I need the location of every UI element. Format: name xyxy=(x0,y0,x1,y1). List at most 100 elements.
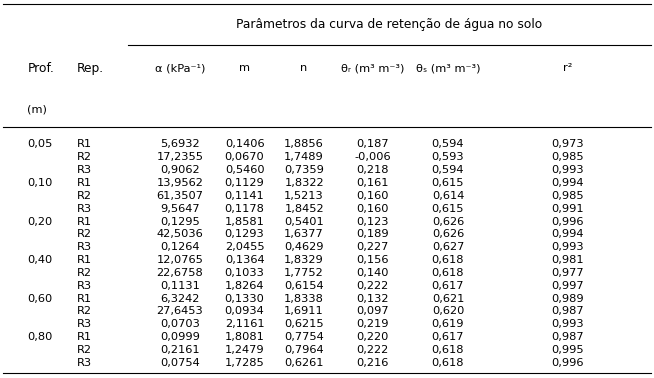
Text: α (kPa⁻¹): α (kPa⁻¹) xyxy=(154,63,205,73)
Text: -0,006: -0,006 xyxy=(354,152,391,162)
Text: 6,3242: 6,3242 xyxy=(160,294,199,304)
Text: 1,5213: 1,5213 xyxy=(284,191,324,201)
Text: 0,0754: 0,0754 xyxy=(160,358,199,368)
Text: R1: R1 xyxy=(77,255,92,265)
Text: 0,618: 0,618 xyxy=(432,268,464,278)
Text: 0,996: 0,996 xyxy=(552,217,584,226)
Text: 0,9062: 0,9062 xyxy=(160,165,199,175)
Text: 12,0765: 12,0765 xyxy=(156,255,203,265)
Text: 0,977: 0,977 xyxy=(552,268,584,278)
Text: 0,615: 0,615 xyxy=(432,204,464,214)
Text: R2: R2 xyxy=(77,191,92,201)
Text: 0,996: 0,996 xyxy=(552,358,584,368)
Text: 0,617: 0,617 xyxy=(432,281,464,291)
Text: 0,218: 0,218 xyxy=(356,165,389,175)
Text: 0,997: 0,997 xyxy=(552,281,584,291)
Text: 0,994: 0,994 xyxy=(552,178,584,188)
Text: θᵣ (m³ m⁻³): θᵣ (m³ m⁻³) xyxy=(341,63,404,73)
Text: 1,8081: 1,8081 xyxy=(225,332,264,342)
Text: 0,1178: 0,1178 xyxy=(225,204,264,214)
Text: 0,0999: 0,0999 xyxy=(160,332,199,342)
Text: 5,6932: 5,6932 xyxy=(160,139,199,149)
Text: 0,187: 0,187 xyxy=(356,139,389,149)
Text: m: m xyxy=(239,63,250,73)
Text: 0,222: 0,222 xyxy=(356,281,389,291)
Text: 1,8329: 1,8329 xyxy=(284,255,324,265)
Text: R2: R2 xyxy=(77,229,92,239)
Text: 0,0934: 0,0934 xyxy=(225,307,264,316)
Text: 27,6453: 27,6453 xyxy=(156,307,203,316)
Text: 0,219: 0,219 xyxy=(356,319,389,329)
Text: 0,227: 0,227 xyxy=(356,242,389,252)
Text: 0,80: 0,80 xyxy=(27,332,53,342)
Text: 0,0670: 0,0670 xyxy=(225,152,264,162)
Text: 2,1161: 2,1161 xyxy=(225,319,264,329)
Text: 0,1364: 0,1364 xyxy=(225,255,264,265)
Text: 1,2479: 1,2479 xyxy=(225,345,264,355)
Text: 0,985: 0,985 xyxy=(552,191,584,201)
Text: 0,1033: 0,1033 xyxy=(225,268,264,278)
Text: 0,619: 0,619 xyxy=(432,319,464,329)
Text: 0,40: 0,40 xyxy=(27,255,53,265)
Text: R2: R2 xyxy=(77,268,92,278)
Text: 0,618: 0,618 xyxy=(432,358,464,368)
Text: 0,7359: 0,7359 xyxy=(284,165,324,175)
Text: 0,1141: 0,1141 xyxy=(225,191,264,201)
Text: 0,989: 0,989 xyxy=(552,294,584,304)
Text: 13,9562: 13,9562 xyxy=(156,178,203,188)
Text: 0,981: 0,981 xyxy=(552,255,584,265)
Text: 0,216: 0,216 xyxy=(356,358,389,368)
Text: 0,60: 0,60 xyxy=(27,294,53,304)
Text: 1,7489: 1,7489 xyxy=(284,152,324,162)
Text: R1: R1 xyxy=(77,294,92,304)
Text: 17,2355: 17,2355 xyxy=(156,152,203,162)
Text: 0,10: 0,10 xyxy=(27,178,53,188)
Text: 0,1131: 0,1131 xyxy=(160,281,199,291)
Text: r²: r² xyxy=(563,63,573,73)
Text: 0,614: 0,614 xyxy=(432,191,464,201)
Text: 0,222: 0,222 xyxy=(356,345,389,355)
Text: 0,618: 0,618 xyxy=(432,345,464,355)
Text: 42,5036: 42,5036 xyxy=(156,229,203,239)
Text: 22,6758: 22,6758 xyxy=(156,268,203,278)
Text: 0,20: 0,20 xyxy=(27,217,53,226)
Text: 2,0455: 2,0455 xyxy=(225,242,264,252)
Text: 0,0703: 0,0703 xyxy=(160,319,199,329)
Text: 0,987: 0,987 xyxy=(552,307,584,316)
Text: 0,993: 0,993 xyxy=(552,242,584,252)
Text: 0,220: 0,220 xyxy=(356,332,389,342)
Text: 0,140: 0,140 xyxy=(356,268,389,278)
Text: 1,6377: 1,6377 xyxy=(284,229,324,239)
Text: 0,5401: 0,5401 xyxy=(284,217,324,226)
Text: Prof.: Prof. xyxy=(27,62,54,74)
Text: 0,7754: 0,7754 xyxy=(284,332,324,342)
Text: 0,1406: 0,1406 xyxy=(225,139,264,149)
Text: 0,6261: 0,6261 xyxy=(284,358,324,368)
Text: R1: R1 xyxy=(77,332,92,342)
Text: 0,994: 0,994 xyxy=(552,229,584,239)
Text: 0,593: 0,593 xyxy=(432,152,464,162)
Text: 0,626: 0,626 xyxy=(432,217,464,226)
Text: 1,8322: 1,8322 xyxy=(284,178,324,188)
Text: R2: R2 xyxy=(77,152,92,162)
Text: 0,993: 0,993 xyxy=(552,165,584,175)
Text: 0,1129: 0,1129 xyxy=(225,178,264,188)
Text: 0,995: 0,995 xyxy=(552,345,584,355)
Text: 0,189: 0,189 xyxy=(356,229,389,239)
Text: 0,6154: 0,6154 xyxy=(284,281,324,291)
Text: 0,594: 0,594 xyxy=(432,165,464,175)
Text: 0,985: 0,985 xyxy=(552,152,584,162)
Text: 1,7752: 1,7752 xyxy=(284,268,324,278)
Text: 0,132: 0,132 xyxy=(356,294,389,304)
Text: R3: R3 xyxy=(77,358,92,368)
Text: 1,8264: 1,8264 xyxy=(225,281,264,291)
Text: 0,1330: 0,1330 xyxy=(225,294,264,304)
Text: R3: R3 xyxy=(77,319,92,329)
Text: 0,7964: 0,7964 xyxy=(284,345,324,355)
Text: R3: R3 xyxy=(77,204,92,214)
Text: 0,156: 0,156 xyxy=(356,255,389,265)
Text: 0,993: 0,993 xyxy=(552,319,584,329)
Text: 1,8581: 1,8581 xyxy=(225,217,264,226)
Text: 0,4629: 0,4629 xyxy=(284,242,324,252)
Text: 0,987: 0,987 xyxy=(552,332,584,342)
